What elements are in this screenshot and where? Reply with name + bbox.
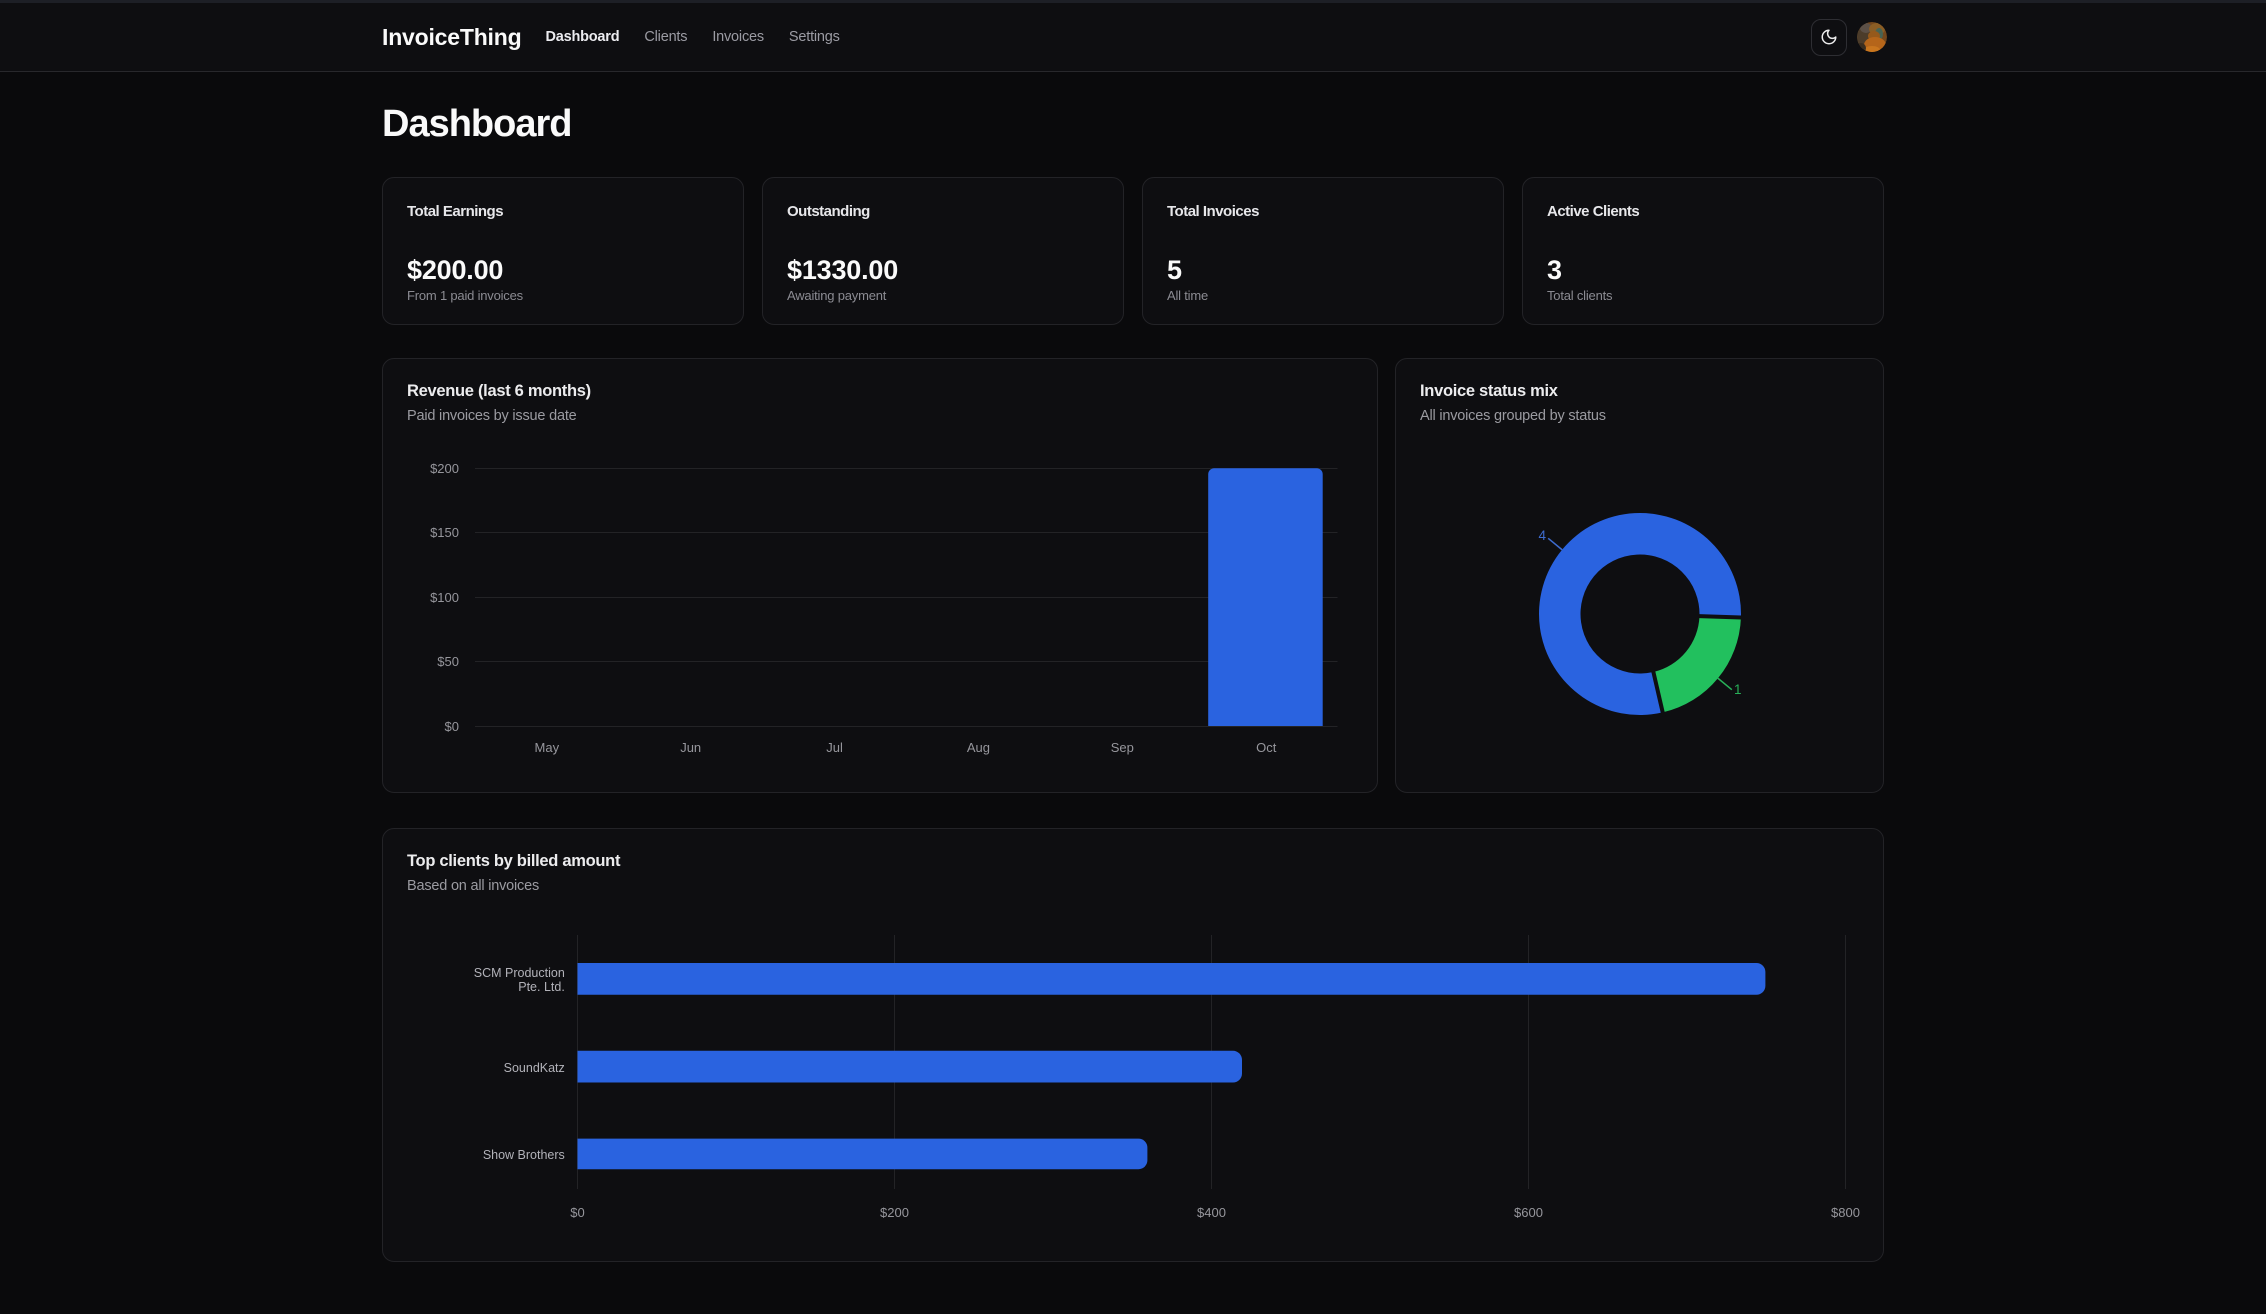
svg-text:$0: $0 xyxy=(445,719,459,734)
svg-text:Pte. Ltd.: Pte. Ltd. xyxy=(518,980,565,994)
svg-text:1: 1 xyxy=(1734,682,1742,697)
svg-text:Oct: Oct xyxy=(1256,740,1277,755)
svg-text:$0: $0 xyxy=(570,1205,584,1220)
svg-text:$150: $150 xyxy=(430,525,459,540)
svg-text:$800: $800 xyxy=(1831,1205,1860,1220)
svg-text:$50: $50 xyxy=(437,654,459,669)
svg-text:Jul: Jul xyxy=(826,740,843,755)
svg-text:$200: $200 xyxy=(430,461,459,476)
svg-text:$600: $600 xyxy=(1514,1205,1543,1220)
svg-text:$200: $200 xyxy=(880,1205,909,1220)
svg-text:Sep: Sep xyxy=(1111,740,1134,755)
svg-text:$100: $100 xyxy=(430,590,459,605)
svg-text:Show Brothers: Show Brothers xyxy=(483,1148,565,1162)
svg-text:SoundKatz: SoundKatz xyxy=(504,1061,565,1075)
svg-text:$400: $400 xyxy=(1197,1205,1226,1220)
svg-text:Jun: Jun xyxy=(680,740,701,755)
svg-text:Aug: Aug xyxy=(967,740,990,755)
svg-text:May: May xyxy=(535,740,560,755)
svg-text:SCM Production: SCM Production xyxy=(474,966,565,980)
svg-text:4: 4 xyxy=(1538,528,1546,543)
